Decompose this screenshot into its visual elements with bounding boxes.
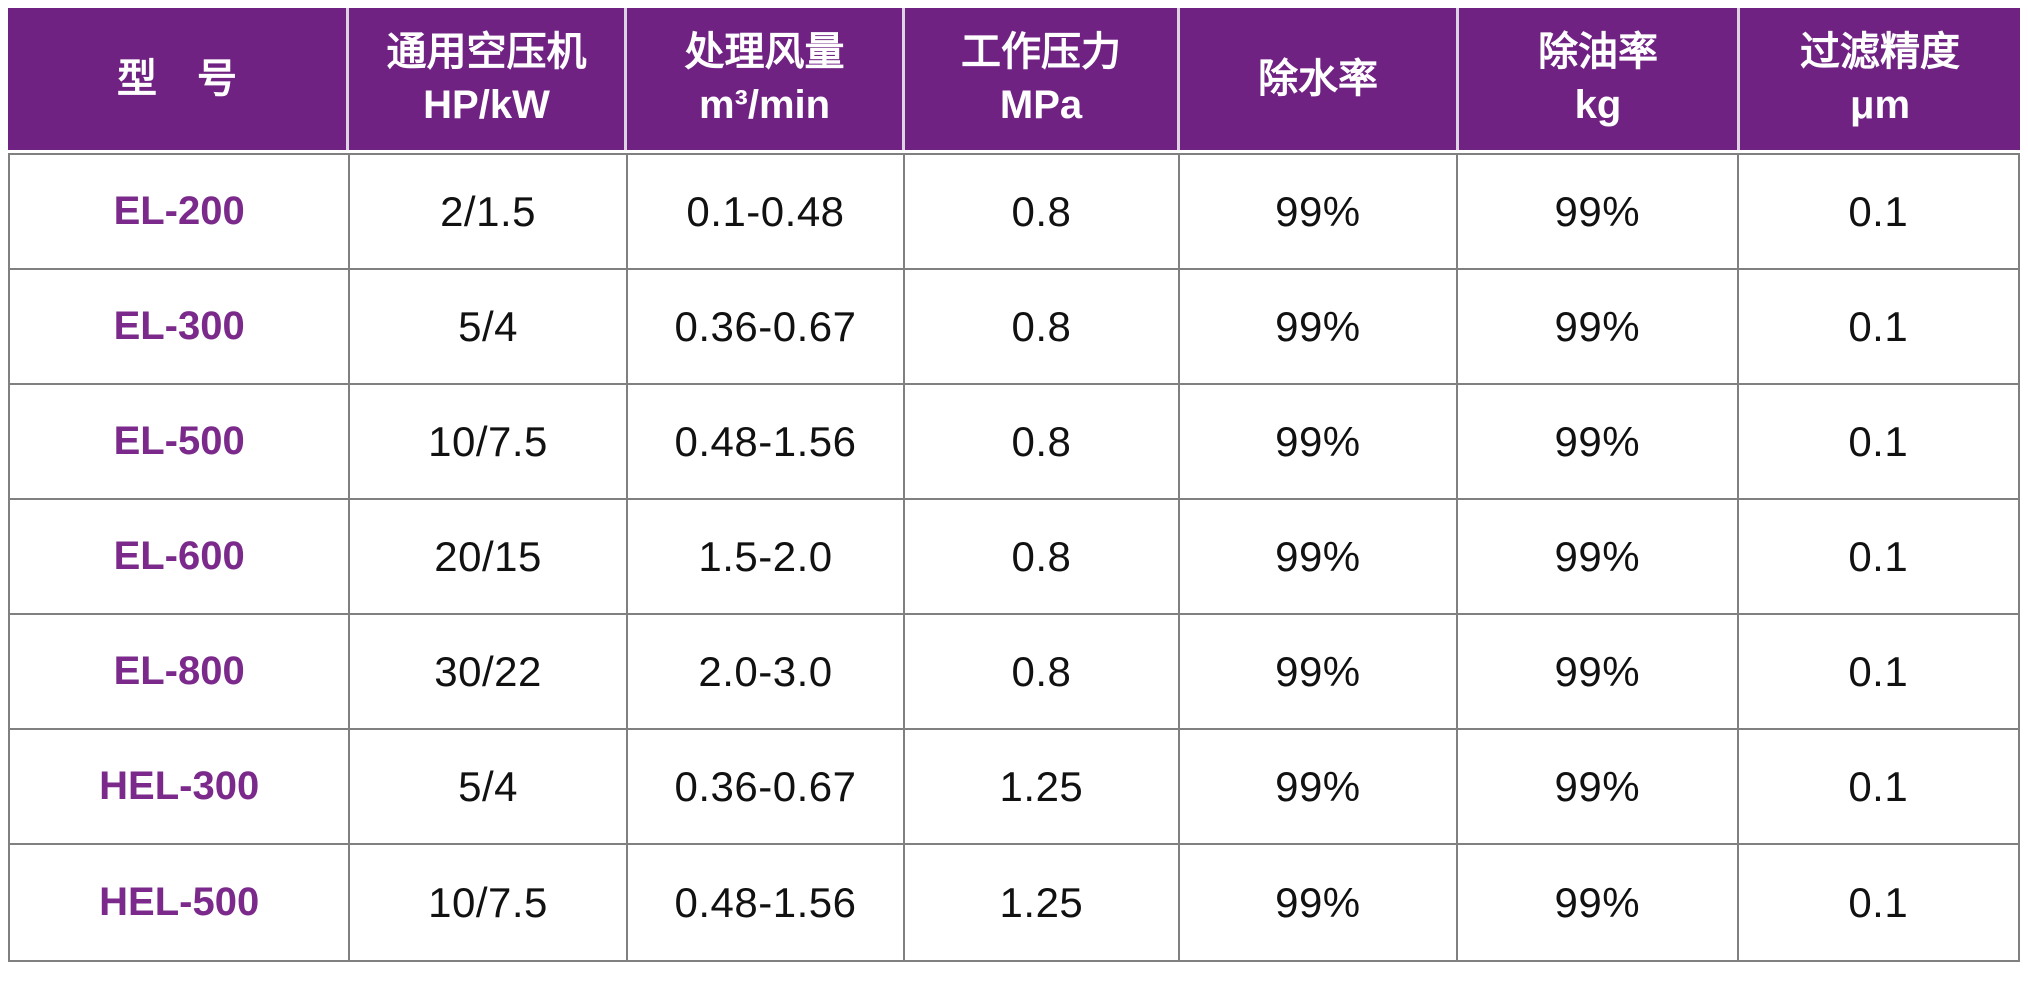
column-header-compressor-hp-kw: 通用空压机 HP/kW bbox=[349, 8, 627, 150]
column-header-oil-removal-rate: 除油率 kg bbox=[1459, 8, 1740, 150]
column-header-model: 型 号 bbox=[8, 8, 349, 150]
header-title: 通用空压机 bbox=[386, 30, 587, 75]
header-title: 工作压力 bbox=[961, 30, 1121, 75]
value-cell-filtration-precision: 0.1 bbox=[1848, 532, 1909, 580]
value-cell-air-flow: 0.48-1.56 bbox=[628, 845, 906, 960]
table-body: EL-200 2/1.5 0.1-0.48 0.8 99% 99% 0.1 EL-300 5/4… bbox=[8, 153, 2020, 962]
value-cell-working-pressure: 1.25 bbox=[905, 845, 1180, 960]
value-cell-compressor-hp-kw: 10/7.5 bbox=[350, 385, 628, 498]
value-cell-water-removal-rate: 99% bbox=[1180, 500, 1459, 613]
column-header-filtration-precision: 过滤精度 μm bbox=[1740, 8, 2020, 150]
value-cell-water-removal-rate: 99% bbox=[1180, 155, 1459, 268]
header-unit: HP/kW bbox=[423, 83, 550, 127]
value-cell-water-removal-rate: 99% bbox=[1180, 615, 1459, 728]
value-cell-working-pressure: 0.8 bbox=[905, 385, 1180, 498]
header-unit: MPa bbox=[999, 83, 1083, 127]
value-cell-oil-removal-rate: 99% bbox=[1458, 615, 1739, 728]
model-cell: EL-200 bbox=[10, 155, 351, 268]
header-title: 过滤精度 bbox=[1800, 30, 1960, 75]
product-spec-table: 型 号 通用空压机 HP/kW 处理风量 m³/min 工作压力 MPa 除水率 除油率 kg 过滤… bbox=[8, 8, 2020, 962]
column-header-water-removal-rate: 除水率 bbox=[1180, 8, 1459, 150]
model-cell: EL-300 bbox=[10, 270, 351, 383]
header-title: 除油率 bbox=[1538, 30, 1658, 75]
model-cell: HEL-300 bbox=[10, 730, 351, 843]
value-cell-air-flow: 1.5-2.0 bbox=[628, 500, 906, 613]
value-cell-filtration-precision: 0.1 bbox=[1848, 647, 1909, 695]
value-cell-air-flow: 0.36-0.67 bbox=[628, 270, 906, 383]
table-header-row: 型 号 通用空压机 HP/kW 处理风量 m³/min 工作压力 MPa 除水率 除油率 kg 过滤… bbox=[8, 8, 2020, 150]
model-cell: EL-800 bbox=[10, 615, 351, 728]
value-cell-compressor-hp-kw: 10/7.5 bbox=[350, 845, 628, 960]
header-title: 处理风量 bbox=[684, 30, 845, 75]
header-title: 除水率 bbox=[1258, 56, 1378, 101]
value-cell-filtration-precision: 0.1 bbox=[1848, 417, 1909, 465]
value-cell-filtration-precision: 0.1 bbox=[1848, 302, 1909, 350]
value-cell-oil-removal-rate: 99% bbox=[1458, 730, 1739, 843]
value-cell-water-removal-rate: 99% bbox=[1180, 845, 1459, 960]
column-header-working-pressure: 工作压力 MPa bbox=[905, 8, 1180, 150]
value-cell-working-pressure: 0.8 bbox=[905, 615, 1180, 728]
value-cell-compressor-hp-kw: 30/22 bbox=[350, 615, 628, 728]
value-cell-working-pressure: 1.25 bbox=[905, 730, 1180, 843]
table-row-hel-500: HEL-500 10/7.5 0.48-1.56 1.25 99% 99% 0.1 bbox=[10, 845, 2018, 960]
header-unit: kg bbox=[1574, 83, 1622, 127]
value-cell-compressor-hp-kw: 2/1.5 bbox=[350, 155, 628, 268]
value-cell-compressor-hp-kw: 20/15 bbox=[350, 500, 628, 613]
table-row-hel-300: HEL-300 5/4 0.36-0.67 1.25 99% 99% 0.1 bbox=[10, 730, 2018, 845]
model-cell: EL-500 bbox=[10, 385, 351, 498]
value-cell-working-pressure: 0.8 bbox=[905, 155, 1180, 268]
table-row-el-800: EL-800 30/22 2.0-3.0 0.8 99% 99% 0.1 bbox=[10, 615, 2018, 730]
value-cell-filtration-precision: 0.1 bbox=[1848, 762, 1909, 810]
value-cell-water-removal-rate: 99% bbox=[1180, 730, 1459, 843]
value-cell-water-removal-rate: 99% bbox=[1180, 270, 1459, 383]
value-cell-working-pressure: 0.8 bbox=[905, 270, 1180, 383]
value-cell-oil-removal-rate: 99% bbox=[1458, 270, 1739, 383]
column-header-air-flow: 处理风量 m³/min bbox=[627, 8, 905, 150]
header-title: 型 号 bbox=[117, 56, 237, 101]
value-cell-oil-removal-rate: 99% bbox=[1458, 500, 1739, 613]
value-cell-air-flow: 0.48-1.56 bbox=[628, 385, 906, 498]
table-row-el-500: EL-500 10/7.5 0.48-1.56 0.8 99% 99% 0.1 bbox=[10, 385, 2018, 500]
value-cell-oil-removal-rate: 99% bbox=[1458, 385, 1739, 498]
value-cell-compressor-hp-kw: 5/4 bbox=[350, 270, 628, 383]
value-cell-compressor-hp-kw: 5/4 bbox=[350, 730, 628, 843]
table-row-el-300: EL-300 5/4 0.36-0.67 0.8 99% 99% 0.1 bbox=[10, 270, 2018, 385]
value-cell-working-pressure: 0.8 bbox=[905, 500, 1180, 613]
value-cell-air-flow: 0.36-0.67 bbox=[628, 730, 906, 843]
value-cell-water-removal-rate: 99% bbox=[1180, 385, 1459, 498]
value-cell-air-flow: 0.1-0.48 bbox=[628, 155, 906, 268]
table-row-el-200: EL-200 2/1.5 0.1-0.48 0.8 99% 99% 0.1 bbox=[10, 155, 2018, 270]
header-unit: μm bbox=[1849, 83, 1911, 127]
value-cell-oil-removal-rate: 99% bbox=[1458, 845, 1739, 960]
header-unit: m³/min bbox=[698, 83, 831, 127]
value-cell-oil-removal-rate: 99% bbox=[1458, 155, 1739, 268]
model-cell: EL-600 bbox=[10, 500, 351, 613]
value-cell-filtration-precision: 0.1 bbox=[1848, 878, 1909, 926]
value-cell-filtration-precision: 0.1 bbox=[1848, 187, 1909, 235]
value-cell-air-flow: 2.0-3.0 bbox=[628, 615, 906, 728]
table-row-el-600: EL-600 20/15 1.5-2.0 0.8 99% 99% 0.1 bbox=[10, 500, 2018, 615]
model-cell: HEL-500 bbox=[10, 845, 351, 960]
